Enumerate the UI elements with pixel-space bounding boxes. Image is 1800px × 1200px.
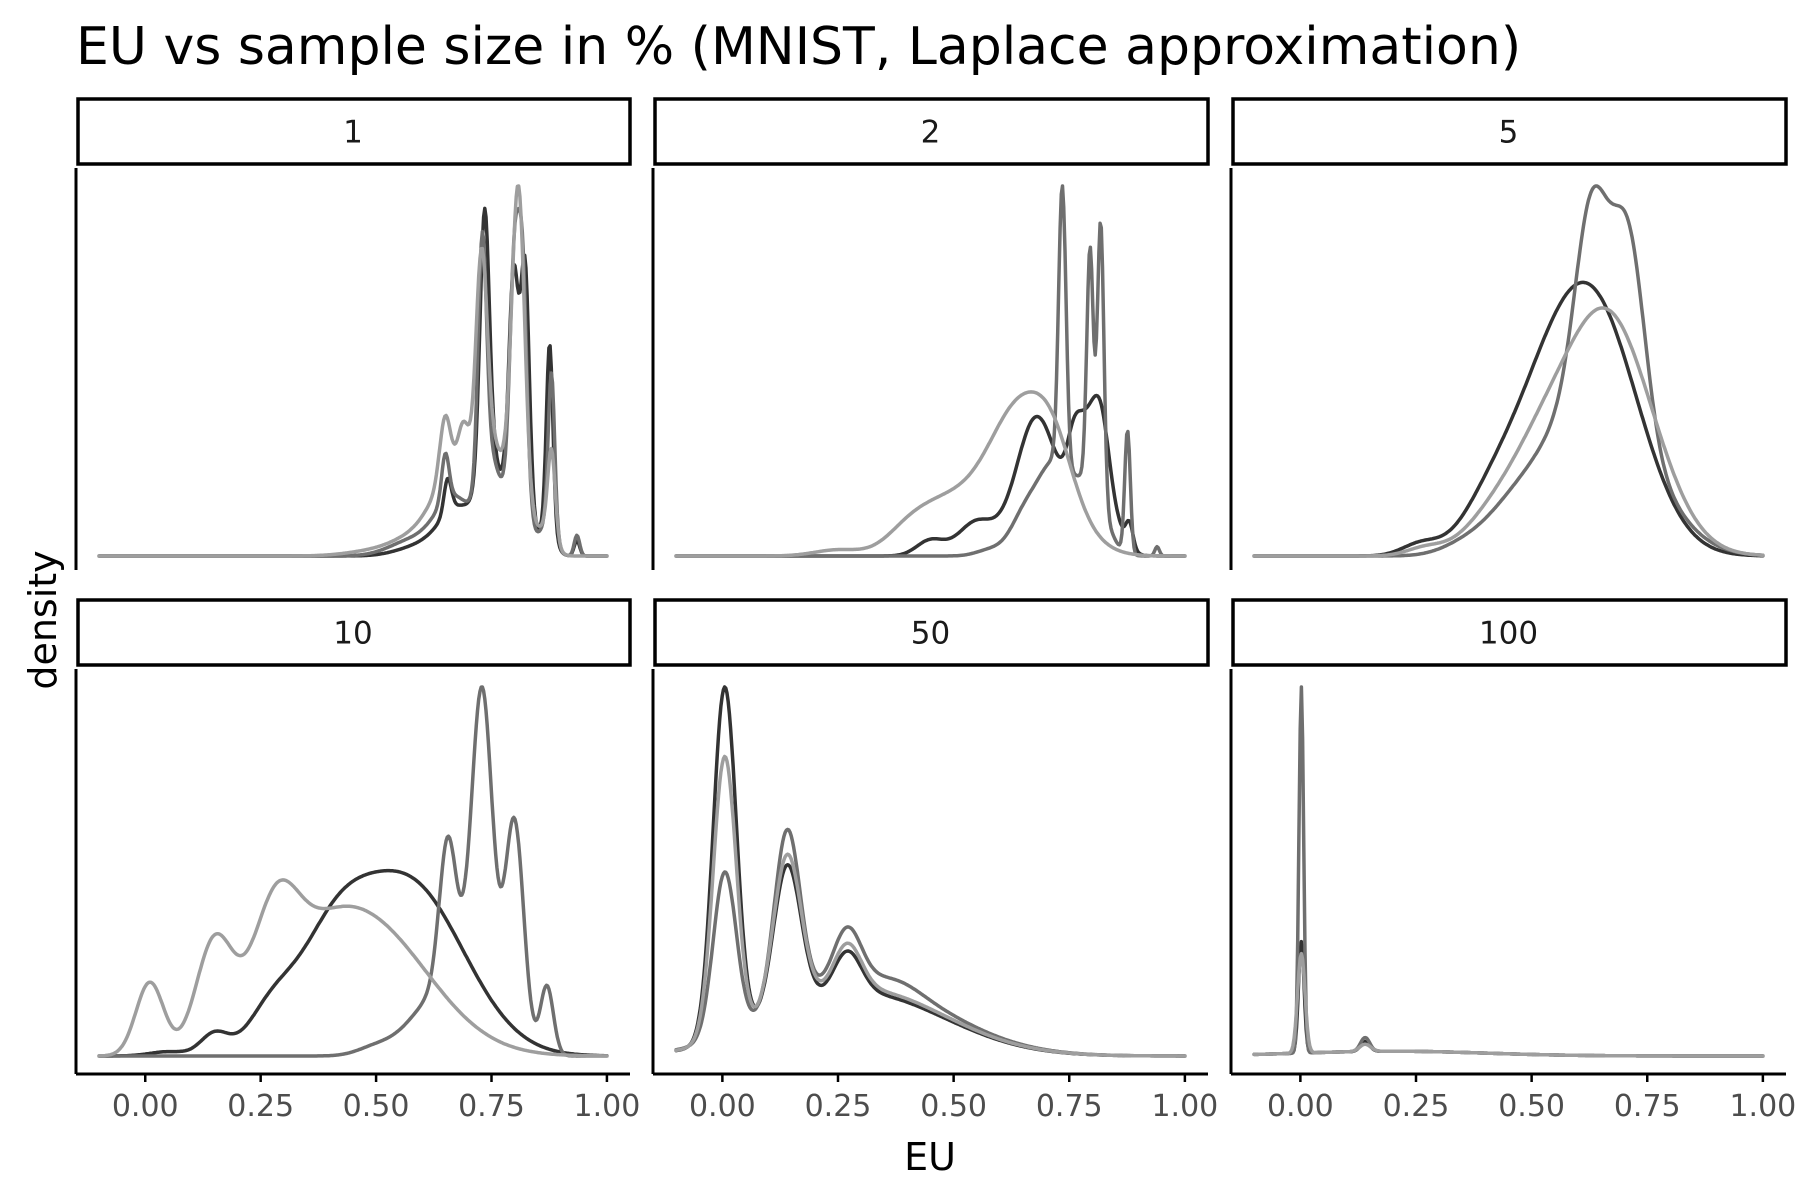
facet-panel: 5 (1229, 97, 1788, 570)
facet-label: 100 (1479, 616, 1538, 652)
x-tick-label: 0.00 (112, 1089, 179, 1124)
x-tick-label: 0.00 (689, 1089, 756, 1124)
density-curve (97, 685, 609, 1058)
facet-panel: 10 0.00 0.25 0.50 0.75 1.00 (74, 598, 641, 1124)
y-axis-title: density (21, 550, 65, 689)
facet-panel: 100 0.00 0.25 0.50 0.75 1.00 (1229, 598, 1796, 1124)
x-tick-label: 1.00 (574, 1089, 641, 1124)
facet-strip (653, 598, 1210, 667)
density-curve (674, 827, 1187, 1058)
x-tick-label: 1.00 (1151, 1089, 1218, 1124)
x-tick-label: 0.00 (1267, 1089, 1334, 1124)
facet-panel: 50 0.00 0.25 0.50 0.75 1.00 (651, 598, 1218, 1124)
x-tick-label: 0.75 (1614, 1089, 1681, 1124)
density-curve (97, 868, 609, 1058)
x-axis-title: EU (904, 1135, 956, 1179)
x-tick-label: 0.50 (920, 1089, 987, 1124)
x-tick-label: 0.25 (805, 1089, 872, 1124)
facet-label: 10 (333, 616, 372, 652)
facet-strip (76, 97, 632, 166)
facet-label: 1 (343, 115, 363, 151)
chart-title: EU vs sample size in % (MNIST, Laplace a… (76, 17, 1521, 77)
x-tick-label: 0.50 (1498, 1089, 1565, 1124)
x-tick-label: 0.75 (1036, 1089, 1103, 1124)
facet-label: 2 (921, 115, 941, 151)
facet-label: 50 (911, 616, 950, 652)
facet-strip (76, 598, 632, 667)
facet-panels: 1 2 5 10 0.00 0.25 0.50 0.75 1.00 50 0.00 0.25 0.50 0… (74, 97, 1796, 1124)
density-curve (97, 878, 609, 1058)
x-tick-label: 0.25 (227, 1089, 294, 1124)
facet-label: 5 (1499, 115, 1519, 151)
x-tick-label: 1.00 (1729, 1089, 1796, 1124)
facet-strip (1231, 598, 1788, 667)
x-tick-label: 0.50 (343, 1089, 410, 1124)
facet-strip (1231, 97, 1788, 166)
density-curve (1252, 951, 1765, 1058)
x-tick-label: 0.75 (458, 1089, 525, 1124)
density-curve (97, 184, 609, 558)
facet-panel: 2 (651, 97, 1210, 570)
x-tick-label: 0.25 (1383, 1089, 1450, 1124)
density-curve (1252, 939, 1765, 1058)
density-curve (1252, 280, 1765, 558)
facet-strip (653, 97, 1210, 166)
density-curve (674, 754, 1187, 1058)
density-curve (674, 390, 1187, 558)
density-curve (1252, 685, 1765, 1058)
density-curve (1252, 306, 1765, 558)
facet-panel: 1 (74, 97, 632, 570)
